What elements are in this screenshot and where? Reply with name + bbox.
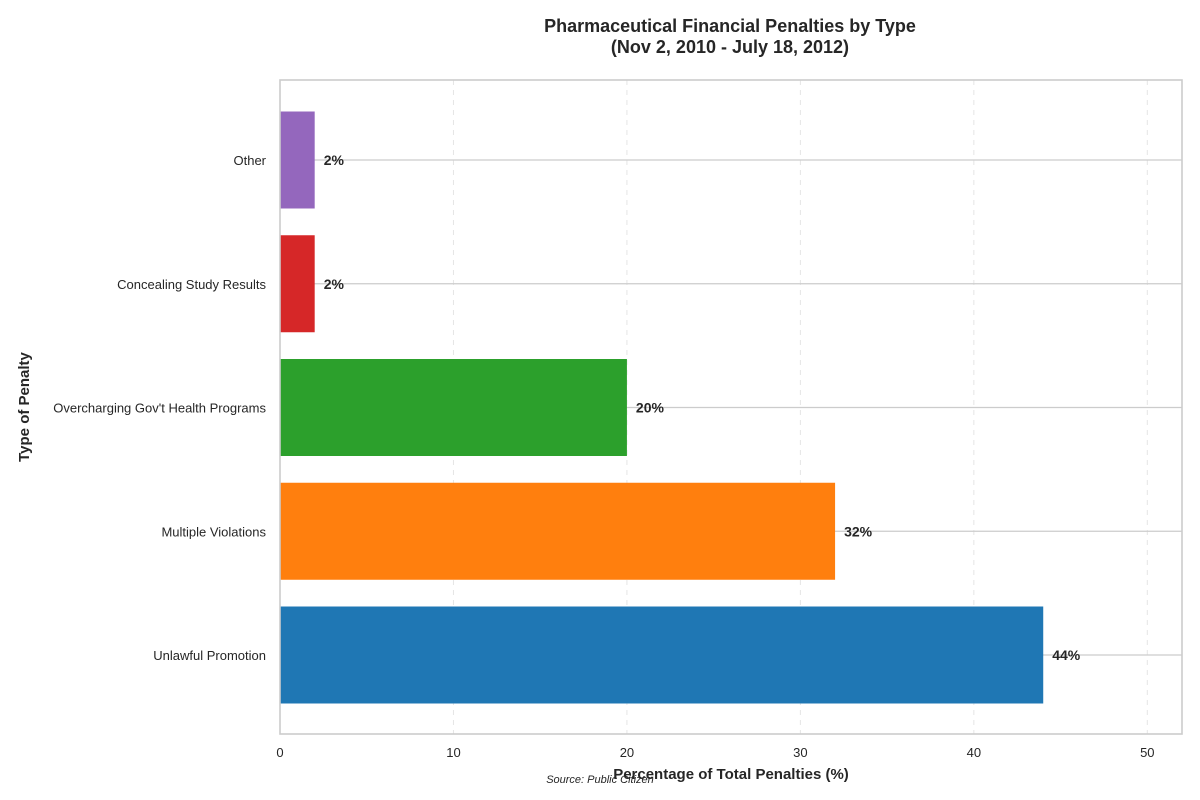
bar-value-label: 20%	[636, 400, 665, 416]
x-tick-label: 40	[967, 745, 981, 760]
bar-value-label: 2%	[324, 276, 345, 292]
y-axis-label: Type of Penalty	[16, 351, 33, 461]
bar-other	[280, 111, 315, 209]
x-tick-label: 20	[620, 745, 634, 760]
y-tick-label: Unlawful Promotion	[153, 648, 266, 663]
x-axis-ticks: 0 10 20 30 40 50	[276, 745, 1154, 760]
bar-concealing-study-results	[280, 235, 315, 333]
source-note: Source: Public Citizen	[546, 774, 654, 786]
bar-unlawful-promotion	[280, 606, 1044, 704]
plot-area-frame	[279, 79, 1183, 735]
x-tick-label: 0	[276, 745, 283, 760]
x-axis-label: Percentage of Total Penalties (%)	[613, 766, 849, 783]
chart-subtitle: (Nov 2, 2010 - July 18, 2012)	[611, 37, 849, 57]
bar-value-label: 2%	[324, 152, 345, 168]
value-labels: 44% 32% 20% 2% 2%	[324, 152, 1081, 663]
x-tick-label: 50	[1140, 745, 1154, 760]
y-tick-label: Concealing Study Results	[117, 277, 266, 292]
bars	[280, 111, 1044, 704]
y-tick-label: Other	[233, 153, 266, 168]
bar-multiple-violations	[280, 482, 836, 580]
y-axis-ticks: Unlawful Promotion Multiple Violations Ove…	[53, 153, 266, 663]
bar-value-label: 32%	[844, 523, 873, 539]
x-tick-label: 30	[793, 745, 807, 760]
y-tick-label: Overcharging Gov't Health Programs	[53, 401, 266, 416]
chart-title: Pharmaceutical Financial Penalties by Ty…	[544, 16, 916, 36]
bar-value-label: 44%	[1052, 647, 1081, 663]
bar-overcharging-gov-t-health-programs	[280, 359, 627, 456]
x-tick-label: 10	[446, 745, 460, 760]
y-tick-label: Multiple Violations	[161, 524, 266, 539]
